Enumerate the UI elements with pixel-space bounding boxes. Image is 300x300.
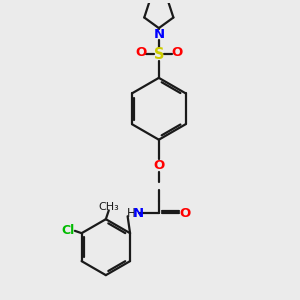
Text: S: S: [154, 47, 164, 62]
Text: O: O: [172, 46, 183, 59]
Text: O: O: [153, 159, 164, 172]
Text: CH₃: CH₃: [98, 202, 119, 212]
Text: O: O: [135, 46, 146, 59]
Text: O: O: [180, 207, 191, 220]
Text: N: N: [153, 28, 164, 41]
Text: H: H: [128, 207, 136, 220]
Text: N: N: [133, 207, 144, 220]
Text: Cl: Cl: [62, 224, 75, 237]
